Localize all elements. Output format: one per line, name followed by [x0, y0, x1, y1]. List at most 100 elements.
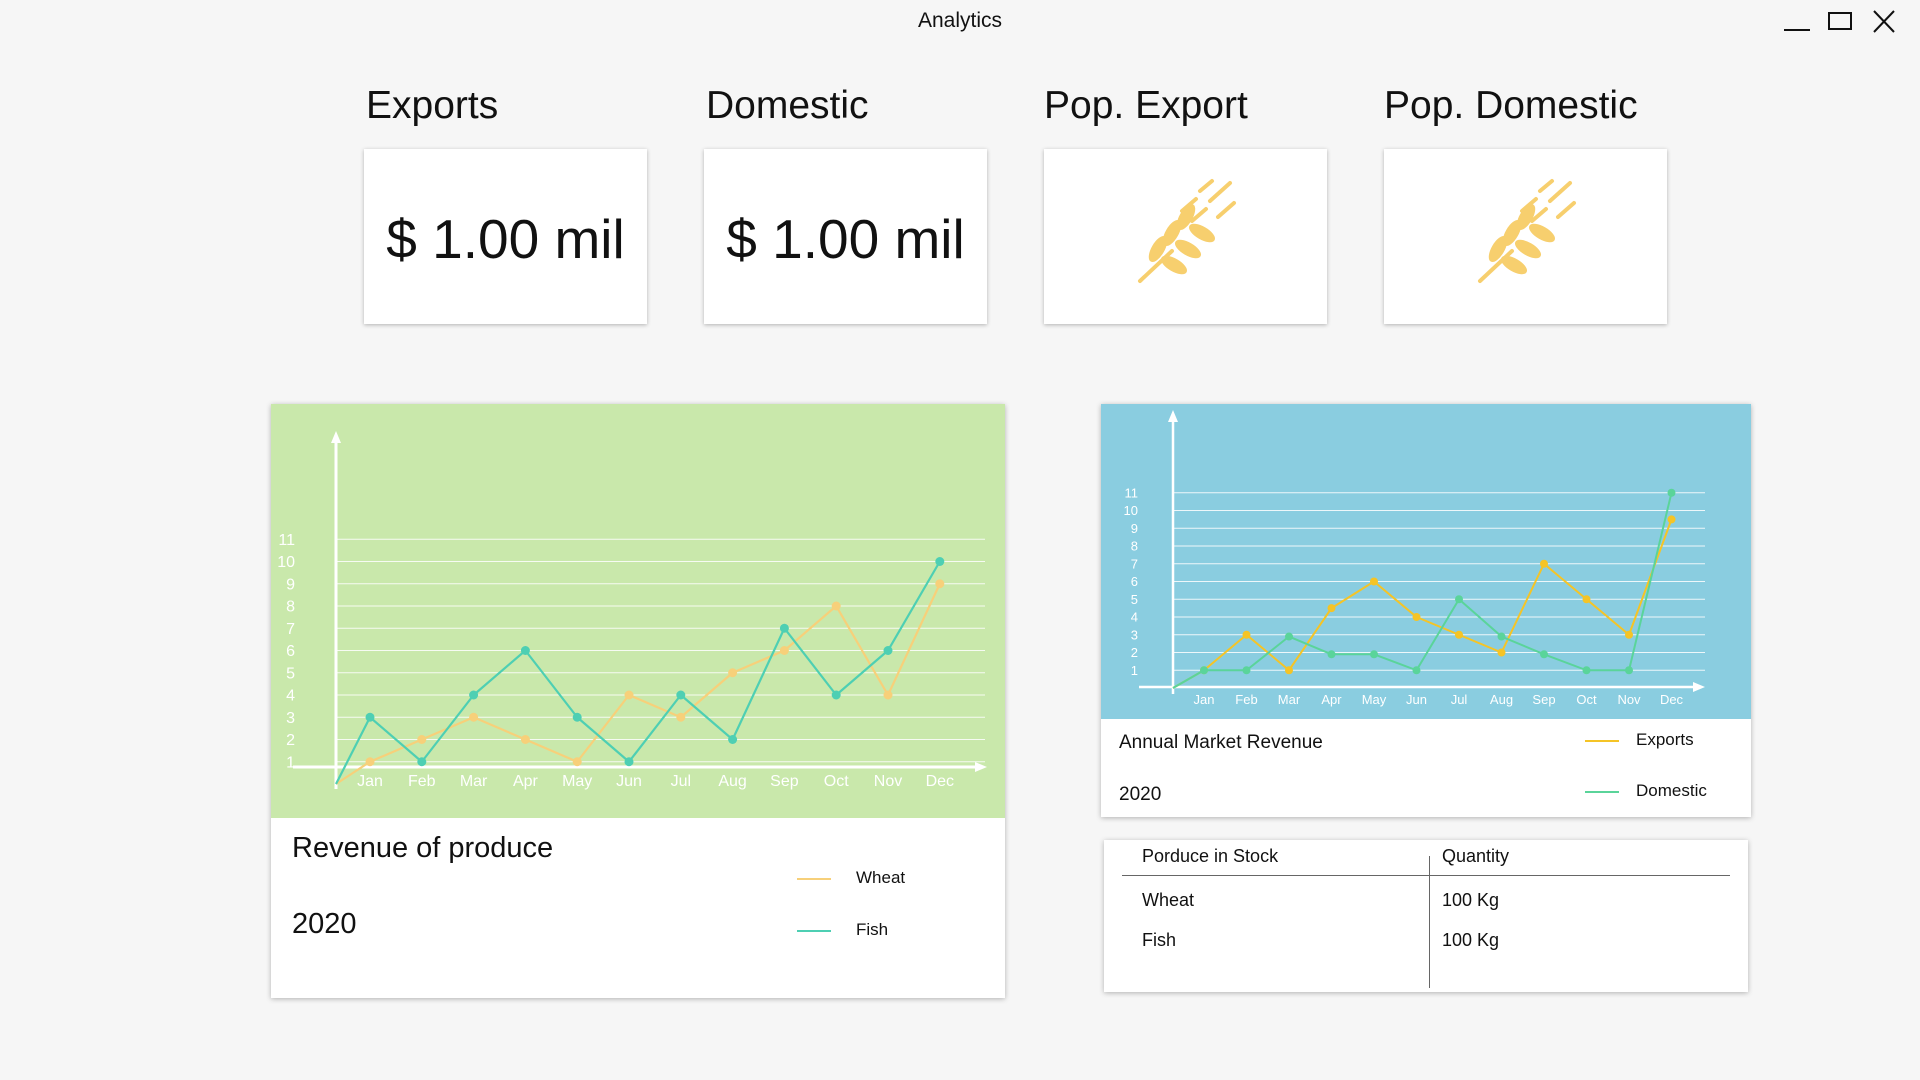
kpi-card-pop-domestic[interactable]	[1384, 149, 1667, 324]
data-point-domestic	[1455, 595, 1463, 604]
legend-swatch-domestic	[1585, 791, 1619, 793]
data-point-wheat	[935, 579, 945, 589]
data-point-exports	[1285, 666, 1293, 675]
x-tick-label: Apr	[513, 773, 539, 790]
x-tick-label: Dec	[1660, 692, 1684, 707]
data-point-wheat	[676, 712, 686, 722]
data-point-wheat	[728, 668, 738, 678]
data-point-domestic	[1327, 650, 1336, 659]
data-point-exports	[1412, 613, 1421, 621]
y-tick-label: 10	[1124, 503, 1138, 518]
kpi-card-exports[interactable]: $ 1.00 mil	[364, 149, 647, 324]
x-tick-label: Feb	[408, 773, 436, 790]
data-point-fish	[676, 690, 686, 700]
stock-row-produce: Wheat	[1142, 890, 1195, 910]
x-tick-label: Feb	[1235, 692, 1257, 707]
data-point-domestic	[1285, 632, 1293, 641]
x-tick-label: Jun	[1406, 692, 1427, 707]
kpi-card-pop-export[interactable]	[1044, 149, 1327, 324]
data-point-domestic	[1200, 666, 1208, 675]
data-point-domestic	[1582, 666, 1591, 675]
x-tick-label: Sep	[770, 773, 799, 790]
data-point-fish	[779, 623, 789, 633]
x-tick-label: Oct	[1576, 692, 1597, 707]
data-point-fish	[520, 646, 530, 655]
y-tick-label: 1	[286, 754, 295, 771]
y-tick-label: 6	[1131, 574, 1138, 589]
x-tick-label: May	[562, 773, 592, 790]
x-tick-label: Mar	[1278, 692, 1301, 707]
market-chart-card: 1 2 3 4 5 6 7 8 9 10 11 Jan Feb Mar Apr May Jun Jul Aug Sep…	[1101, 404, 1751, 817]
x-tick-label: Aug	[1490, 692, 1513, 707]
x-tick-label: Apr	[1321, 692, 1342, 707]
y-tick-label: 5	[286, 665, 295, 682]
x-axis-arrow	[1693, 682, 1705, 692]
kpi-label-pop-export: Pop. Export	[1044, 84, 1248, 127]
x-tick-label: Jun	[616, 773, 642, 790]
data-point-wheat	[831, 601, 841, 611]
x-tick-label: Nov	[874, 773, 902, 790]
y-axis-arrow	[331, 431, 341, 443]
legend-label-fish: Fish	[856, 920, 889, 939]
x-axis-arrow	[975, 762, 987, 772]
y-tick-label: 9	[1131, 521, 1138, 536]
produce-chart-card: 1 2 3 4 5 6 7 8 9 10 11 Jan Feb Mar Apr May Jun Jul Aug Sep…	[271, 404, 1005, 998]
y-tick-label: 7	[286, 621, 295, 638]
x-tick-label: Jan	[1194, 692, 1215, 707]
data-point-exports	[1497, 648, 1506, 657]
stock-table-card: Porduce in Stock Quantity Wheat 100 Kg F…	[1104, 840, 1748, 992]
legend-swatch-exports	[1585, 740, 1619, 742]
y-axis-arrow	[1168, 410, 1178, 422]
kpi-card-domestic[interactable]: $ 1.00 mil	[704, 149, 987, 324]
data-point-wheat	[469, 712, 479, 722]
market-caption-title: Annual Market Revenue	[1119, 732, 1323, 753]
kpi-value-exports: $ 1.00 mil	[386, 208, 625, 270]
x-tick-label: Sep	[1532, 692, 1555, 707]
close-icon[interactable]	[1868, 8, 1900, 36]
data-point-wheat	[624, 690, 634, 700]
data-point-exports	[1455, 630, 1463, 639]
stock-row-quantity: 100 Kg	[1442, 930, 1500, 950]
window-title: Analytics	[917, 9, 1003, 32]
wheat-icon	[1138, 179, 1236, 283]
minimize-icon[interactable]	[1781, 8, 1813, 36]
x-tick-label: Jul	[671, 773, 691, 790]
y-tick-label: 10	[277, 554, 295, 571]
data-point-fish	[365, 712, 375, 722]
y-tick-label: 11	[278, 532, 295, 549]
y-tick-label: 1	[1131, 663, 1138, 678]
data-point-fish	[417, 757, 427, 767]
data-point-domestic	[1497, 632, 1506, 641]
data-point-fish	[728, 735, 738, 744]
y-tick-label: 2	[286, 732, 295, 749]
market-line-chart: 1 2 3 4 5 6 7 8 9 10 11 Jan Feb Mar Apr May Jun Jul Aug Sep…	[1101, 404, 1751, 719]
y-tick-label: 2	[1131, 645, 1138, 660]
produce-caption-title: Revenue of produce	[292, 832, 554, 864]
maximize-icon[interactable]	[1824, 8, 1856, 36]
data-point-domestic	[1412, 666, 1421, 675]
data-point-exports	[1327, 604, 1336, 613]
x-tick-label: Oct	[824, 773, 849, 790]
y-tick-label: 6	[286, 643, 295, 660]
stock-column-divider	[1429, 856, 1430, 988]
y-tick-label: 3	[1131, 627, 1138, 642]
stock-header-produce: Porduce in Stock	[1142, 846, 1279, 866]
y-tick-label: 8	[1131, 539, 1138, 554]
data-point-exports	[1242, 630, 1251, 639]
legend-swatch-fish	[797, 930, 831, 932]
data-point-wheat	[365, 757, 375, 767]
y-tick-label: 9	[286, 576, 295, 593]
data-point-fish	[883, 646, 893, 655]
data-point-exports	[1625, 630, 1633, 639]
y-tick-label: 4	[1131, 610, 1138, 625]
y-tick-label: 4	[286, 688, 295, 705]
y-tick-label: 5	[1131, 592, 1138, 607]
kpi-value-domestic: $ 1.00 mil	[726, 208, 965, 270]
x-tick-label: May	[1362, 692, 1387, 707]
kpi-label-domestic: Domestic	[706, 84, 869, 127]
data-point-domestic	[1667, 488, 1676, 497]
x-tick-label: Nov	[1617, 692, 1641, 707]
data-point-domestic	[1370, 650, 1378, 659]
data-point-fish	[935, 557, 945, 566]
data-point-wheat	[520, 735, 530, 744]
